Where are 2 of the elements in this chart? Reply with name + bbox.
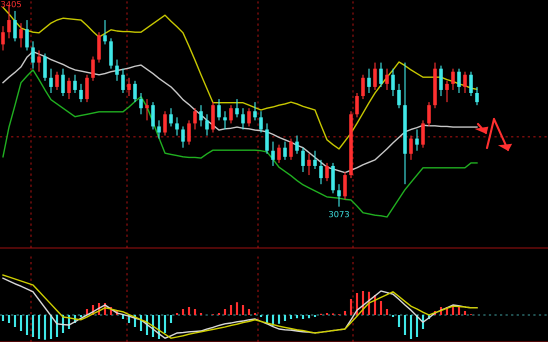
annotation: 3073	[329, 210, 349, 218]
annotation: 3405	[1, 0, 21, 8]
